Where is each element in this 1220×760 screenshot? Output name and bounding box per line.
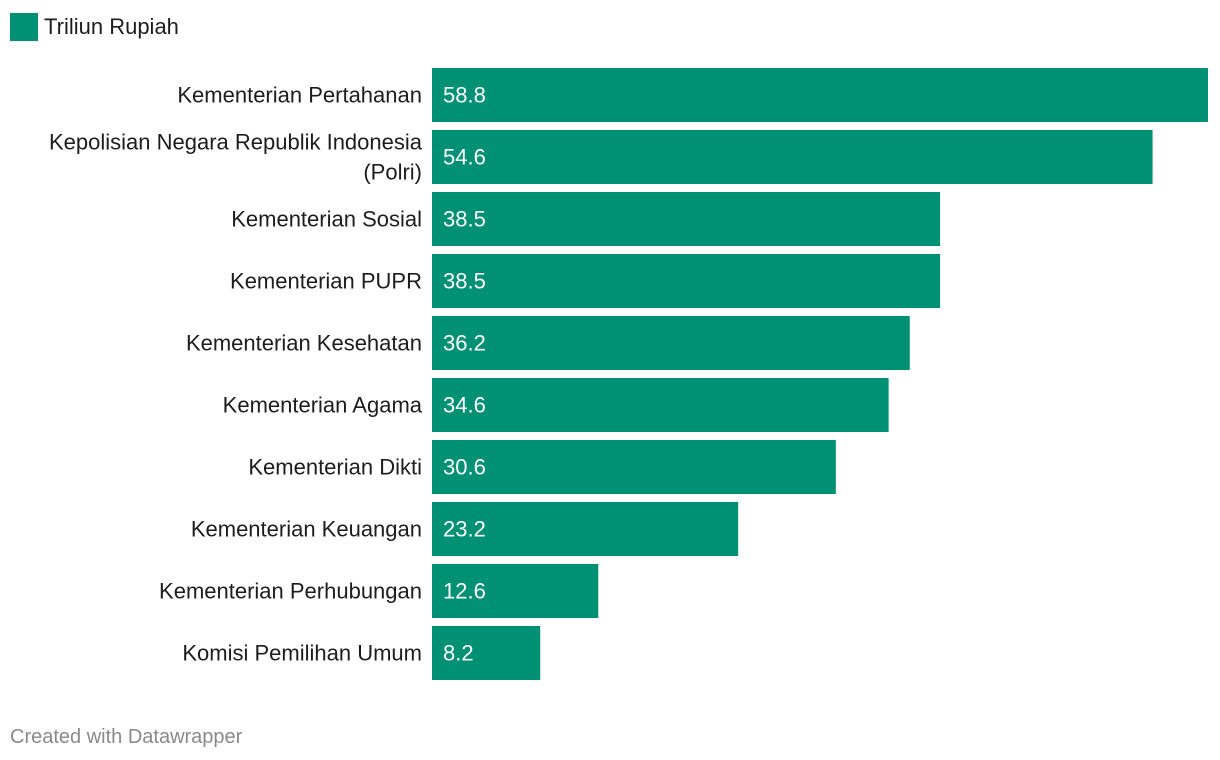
category-label: Kementerian Perhubungan [159,579,422,604]
bar-9 [432,626,541,680]
category-label: (Polri) [363,160,422,185]
bar-0 [432,68,1208,122]
bar-value-label: 23.2 [443,517,486,542]
bar-value-label: 58.8 [443,83,486,108]
category-label: Kementerian Kesehatan [186,331,422,356]
category-label: Kementerian Dikti [248,455,422,480]
bar-2 [432,192,941,246]
bar-value-label: 30.6 [443,455,486,480]
legend-label: Triliun Rupiah [44,14,179,39]
bar-7 [432,502,739,556]
bar-value-label: 34.6 [443,393,486,418]
bar-3 [432,254,941,308]
bar-value-label: 36.2 [443,331,486,356]
bar-1 [432,130,1153,184]
bar-6 [432,440,836,494]
category-label: Kementerian Agama [223,393,423,418]
category-label: Kementerian PUPR [230,269,422,294]
category-label: Kementerian Sosial [231,207,422,232]
legend-swatch [10,13,38,41]
bar-5 [432,378,889,432]
bar-value-label: 8.2 [443,641,474,666]
category-label: Komisi Pemilihan Umum [182,641,422,666]
bar-value-label: 38.5 [443,269,486,294]
bar-4 [432,316,910,370]
footer-credit: Created with Datawrapper [10,726,243,748]
bar-value-label: 38.5 [443,207,486,232]
category-label: Kementerian Keuangan [191,517,422,542]
bar-8 [432,564,599,618]
category-label: Kepolisian Negara Republik Indonesia [49,130,423,155]
legend: Triliun Rupiah [10,12,179,42]
bar-value-label: 12.6 [443,579,486,604]
category-label: Kementerian Pertahanan [177,83,422,108]
bar-value-label: 54.6 [443,145,486,170]
